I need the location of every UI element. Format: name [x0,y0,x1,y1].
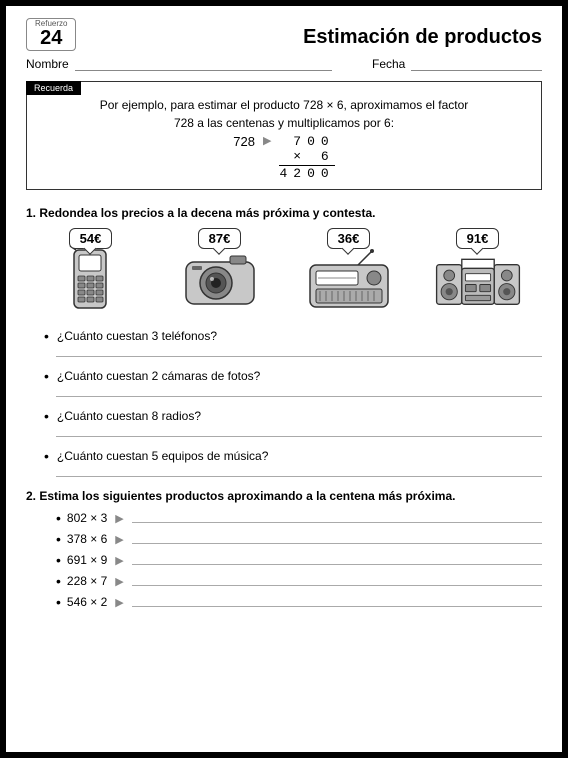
page-title: Estimación de productos [76,26,542,49]
q1-sub-text: ¿Cuánto cuestan 5 equipos de música? [57,449,268,463]
answer-line[interactable] [132,534,542,544]
q2-item-3: • 228 × 7 ▶ [56,574,542,588]
q2-expression: 546 × 2 [67,595,107,609]
remember-tab: Recuerda [26,81,81,95]
q1-sub-text: ¿Cuánto cuestan 2 cámaras de fotos? [57,369,260,383]
price-stereo: 91€ [456,228,500,249]
q1-subquestions: • ¿Cuánto cuestan 3 teléfonos? • ¿Cuánto cu… [26,329,542,477]
unit-box: Refuerzo 24 [26,18,76,51]
date-label: Fecha [372,57,405,71]
bullet-icon: • [44,449,49,463]
bullet-icon: • [56,532,61,546]
camera-icon [175,245,265,315]
question-1: 1. Redondea los precios a la decena más … [26,206,542,220]
name-date-row: Nombre Fecha [26,57,542,71]
name-label: Nombre [26,57,69,71]
mult-result: 4200 [279,166,334,181]
q1-sub-3: • ¿Cuánto cuestan 5 equipos de música? [44,449,542,463]
q2-item-0: • 802 × 3 ▶ [56,511,542,525]
remember-text2: 728 a las centenas y multiplicamos por 6… [47,116,521,130]
q1-sub-0: • ¿Cuánto cuestan 3 teléfonos? [44,329,542,343]
price-phone: 54€ [69,228,113,249]
arrow-icon: ▶ [115,575,123,588]
answer-line[interactable] [132,597,542,607]
remember-box: Recuerda Por ejemplo, para estimar el pr… [26,81,542,190]
question-2: 2. Estima los siguientes productos aprox… [26,489,542,503]
q2-expression: 378 × 6 [67,532,107,546]
q1-sub-text: ¿Cuánto cuestan 8 radios? [57,409,201,423]
answer-line[interactable] [132,555,542,565]
answer-line[interactable] [132,576,542,586]
products-row: 54€ [26,228,542,315]
q1-text: Redondea los precios a la decena más pró… [39,206,375,220]
product-camera: 87€ [165,228,275,315]
q1-number: 1. [26,206,36,220]
date-input-line[interactable] [411,57,542,71]
remember-text1: Por ejemplo, para estimar el producto 72… [47,98,521,112]
phone-icon [46,245,136,315]
arrow-icon: ▶ [115,554,123,567]
q2-item-2: • 691 × 9 ▶ [56,553,542,567]
answer-line[interactable] [56,345,542,357]
mult-rounded: 700 [279,134,334,149]
q2-expression: 802 × 3 [67,511,107,525]
arrow-icon: ▶ [263,134,271,147]
stereo-icon [433,245,523,315]
unit-number: 24 [35,28,67,48]
answer-line[interactable] [56,465,542,477]
bullet-icon: • [56,595,61,609]
bullet-icon: • [56,574,61,588]
answer-line[interactable] [56,385,542,397]
answer-line[interactable] [132,513,542,523]
worksheet-page: Refuerzo 24 Estimación de productos Nomb… [0,0,568,758]
arrow-icon: ▶ [115,533,123,546]
calculation: 728 ▶ 700 × 6 4200 [47,134,521,181]
product-stereo: 91€ [423,228,533,315]
product-phone: 54€ [36,228,146,315]
q2-item-4: • 546 × 2 ▶ [56,595,542,609]
product-radio: 36€ [294,228,404,315]
q1-sub-1: • ¿Cuánto cuestan 2 cámaras de fotos? [44,369,542,383]
header: Refuerzo 24 Estimación de productos [26,18,542,51]
name-input-line[interactable] [75,57,332,71]
price-radio: 36€ [327,228,371,249]
answer-line[interactable] [56,425,542,437]
bullet-icon: • [44,369,49,383]
price-camera: 87€ [198,228,242,249]
q2-number: 2. [26,489,36,503]
bullet-icon: • [56,553,61,567]
radio-icon [304,245,394,315]
q2-expression: 691 × 9 [67,553,107,567]
q2-text: Estima los siguientes productos aproxima… [39,489,455,503]
bullet-icon: • [44,329,49,343]
bullet-icon: • [56,511,61,525]
q2-item-1: • 378 × 6 ▶ [56,532,542,546]
multiplication: 700 × 6 4200 [279,134,334,181]
q1-sub-2: • ¿Cuánto cuestan 8 radios? [44,409,542,423]
arrow-icon: ▶ [115,512,123,525]
q2-expression: 228 × 7 [67,574,107,588]
arrow-icon: ▶ [115,596,123,609]
bullet-icon: • [44,409,49,423]
original-number: 728 [233,134,255,149]
q2-items: • 802 × 3 ▶ • 378 × 6 ▶ • 691 × 9 ▶ • 228 × 7 ▶ • 546… [26,511,542,609]
q1-sub-text: ¿Cuánto cuestan 3 teléfonos? [57,329,217,343]
mult-multiplier: × 6 [279,149,334,166]
